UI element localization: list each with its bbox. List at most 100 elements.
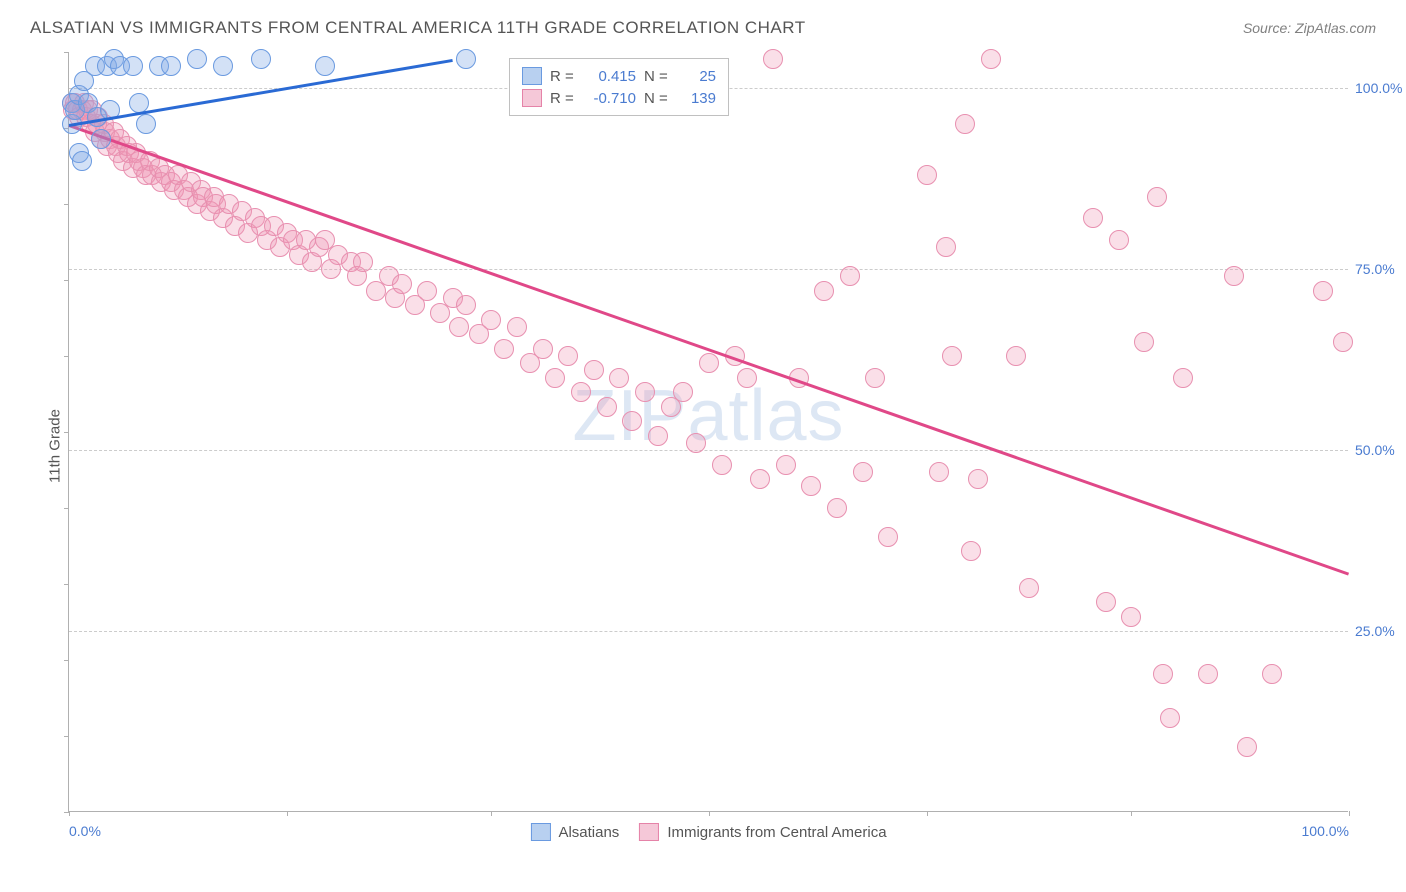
chart-title: ALSATIAN VS IMMIGRANTS FROM CENTRAL AMER… [30,18,806,38]
x-tick [69,811,70,816]
scatter-marker [533,339,553,359]
scatter-marker [929,462,949,482]
scatter-marker [213,56,233,76]
scatter-marker [840,266,860,286]
scatter-marker [622,411,642,431]
scatter-chart: ZIPatlas 25.0%50.0%75.0%100.0%0.0%100.0%… [68,52,1348,812]
scatter-marker [1134,332,1154,352]
scatter-marker [494,339,514,359]
x-tick [1349,811,1350,816]
scatter-marker [597,397,617,417]
scatter-marker [571,382,591,402]
x-tick [927,811,928,816]
gridline-h [69,450,1348,451]
scatter-marker [853,462,873,482]
r-label: R = [550,68,578,85]
y-axis-label: 11th Grade [46,409,63,483]
y-tick-label: 75.0% [1355,261,1406,277]
legend-swatch [639,823,659,841]
y-tick [64,508,69,509]
source-attribution: Source: ZipAtlas.com [1243,20,1376,36]
scatter-marker [392,274,412,294]
scatter-marker [968,469,988,489]
scatter-marker [449,317,469,337]
n-value: 25 [680,68,716,85]
scatter-marker [1313,281,1333,301]
scatter-marker [417,281,437,301]
r-label: R = [550,90,578,107]
scatter-marker [686,433,706,453]
legend-swatch [522,67,542,85]
y-tick [64,432,69,433]
scatter-marker [1160,708,1180,728]
y-tick-label: 100.0% [1355,80,1406,96]
legend-swatch [530,823,550,841]
n-value: 139 [680,90,716,107]
scatter-marker [801,476,821,496]
y-tick [64,204,69,205]
scatter-marker [750,469,770,489]
scatter-marker [673,382,693,402]
scatter-marker [129,93,149,113]
y-tick [64,280,69,281]
scatter-marker [1173,368,1193,388]
stats-legend-row: R =-0.710N =139 [522,87,716,109]
series-legend: Alsatians Immigrants from Central America [530,823,886,841]
x-tick [491,811,492,816]
scatter-marker [1006,346,1026,366]
n-label: N = [644,68,672,85]
scatter-marker [1096,592,1116,612]
scatter-marker [1019,578,1039,598]
scatter-marker [981,49,1001,69]
scatter-marker [353,252,373,272]
gridline-h [69,631,1348,632]
scatter-marker [699,353,719,373]
legend-item: Alsatians [530,823,619,841]
scatter-marker [1147,187,1167,207]
scatter-marker [1083,208,1103,228]
scatter-marker [961,541,981,561]
scatter-marker [161,56,181,76]
r-value: -0.710 [586,90,636,107]
scatter-marker [827,498,847,518]
scatter-marker [507,317,527,337]
scatter-marker [763,49,783,69]
scatter-marker [251,49,271,69]
scatter-marker [917,165,937,185]
scatter-marker [1262,664,1282,684]
scatter-marker [123,56,143,76]
scatter-marker [558,346,578,366]
scatter-marker [545,368,565,388]
scatter-marker [72,151,92,171]
scatter-marker [737,368,757,388]
scatter-marker [1237,737,1257,757]
y-tick [64,52,69,53]
scatter-marker [635,382,655,402]
scatter-marker [942,346,962,366]
scatter-marker [814,281,834,301]
legend-label: Alsatians [558,824,619,841]
scatter-marker [1153,664,1173,684]
stats-legend: R =0.415N =25R =-0.710N =139 [509,58,729,116]
scatter-marker [584,360,604,380]
legend-item: Immigrants from Central America [639,823,886,841]
y-tick [64,356,69,357]
scatter-marker [91,129,111,149]
scatter-marker [776,455,796,475]
y-tick [64,736,69,737]
y-tick [64,584,69,585]
scatter-marker [712,455,732,475]
scatter-marker [187,49,207,69]
gridline-h [69,269,1348,270]
scatter-marker [878,527,898,547]
scatter-marker [1198,664,1218,684]
r-value: 0.415 [586,68,636,85]
x-tick-label: 100.0% [1302,823,1349,839]
watermark: ZIPatlas [572,375,844,457]
legend-label: Immigrants from Central America [667,824,886,841]
y-tick-label: 25.0% [1355,623,1406,639]
scatter-marker [1121,607,1141,627]
scatter-marker [136,114,156,134]
scatter-marker [865,368,885,388]
scatter-marker [936,237,956,257]
